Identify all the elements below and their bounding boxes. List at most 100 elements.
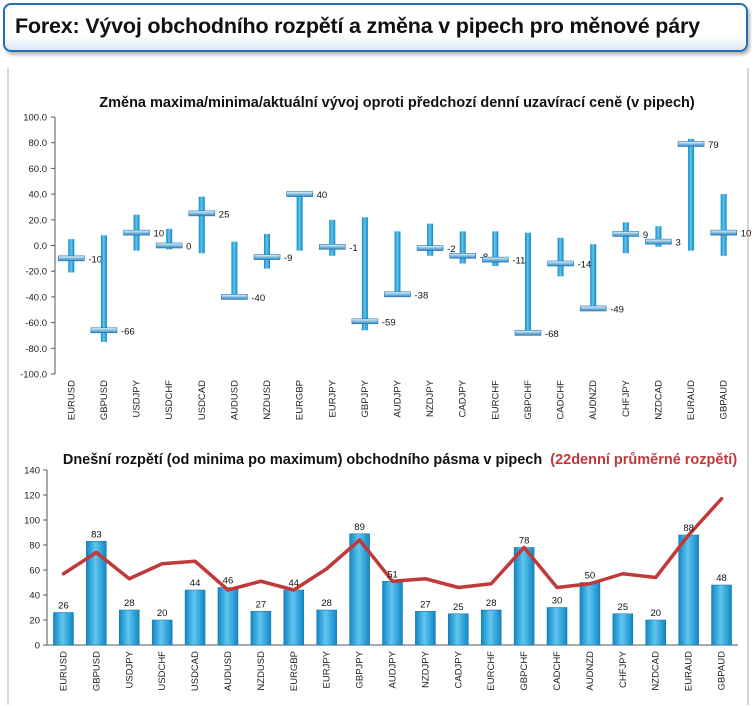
chart1-range-bar: [100, 235, 107, 342]
chart1-data-label: 10: [154, 229, 165, 240]
chart1-data-label: -66: [121, 326, 135, 337]
chart1-y-tick-label: -20.0: [25, 267, 47, 278]
header-banner: Forex: Vývoj obchodního rozpětí a změna …: [3, 3, 748, 52]
chart1-title: Změna maxima/minima/aktuální vývoj oprot…: [99, 95, 695, 111]
chart2-data-label: 44: [288, 578, 299, 589]
chart1-category-label: USDCHF: [164, 380, 175, 420]
chart2-bar: [415, 611, 436, 646]
chart1-range-bar: [524, 232, 531, 336]
chart1-category-label: EURJPY: [327, 379, 338, 417]
chart2-title-group: Dnešní rozpětí (od minima po maximum) ob…: [63, 452, 737, 468]
page-title: Forex: Vývoj obchodního rozpětí a změna …: [15, 14, 700, 38]
chart2-category-label: CADCHF: [552, 651, 563, 691]
chart2-category-label: GBPUSD: [91, 651, 102, 691]
chart2-bar: [645, 619, 666, 646]
chart1-data-label: -1: [349, 243, 357, 254]
chart1-category-label: EURAUD: [686, 380, 697, 420]
chart2-data-label: 89: [354, 522, 365, 533]
chart1-range-bar: [655, 226, 662, 247]
chart1-data-label: -40: [251, 293, 265, 304]
chart1-bars: -10-6610025-40-940-1-59-38-2-8-11-68-14-…: [58, 138, 751, 342]
chart2-bar: [53, 612, 74, 646]
chart2-data-label: 20: [650, 608, 661, 619]
chart1-range-bar: [427, 223, 434, 256]
chart1-y-tick-label: -100.0: [20, 370, 47, 381]
chart2-data-label: 28: [124, 598, 135, 609]
chart2-category-label: AUDUSD: [223, 651, 234, 691]
chart2-category-label: USDCHF: [157, 651, 168, 691]
chart1-range-bar: [166, 228, 173, 250]
chart1-category-label: EURUSD: [66, 380, 77, 420]
chart1-data-label: 9: [643, 230, 648, 241]
chart2-bar: [217, 587, 239, 646]
chart1-current-marker: [188, 210, 216, 217]
chart2-category-label: EURGBP: [289, 651, 300, 691]
chart2-categories: EURUSD GBPUSD USDJPY USDCHF USDCAD AUDUSD NZDU…: [58, 650, 727, 691]
chart1-range-bar: [459, 231, 466, 264]
chart2-category-label: NZDJPY: [420, 650, 431, 688]
chart1-category-label: NZDUSD: [262, 380, 273, 420]
chart2-bar: [86, 541, 107, 646]
chart1-categories: EURUSD GBPUSD USDJPY USDCHF USDCAD AUDUSD NZDU…: [66, 379, 729, 420]
chart2-category-label: NZDUSD: [256, 651, 267, 691]
chart2-category-label: NZDCAD: [651, 651, 662, 691]
chart2-category-label: USDJPY: [124, 650, 135, 688]
chart1-data-label: -59: [382, 317, 396, 328]
frame-left-border: [7, 68, 9, 705]
chart1-current-marker: [710, 229, 737, 236]
daily-range-chart: Dnešní rozpětí (od minima po maximum) ob…: [24, 452, 738, 691]
chart2-data-label: 30: [552, 596, 563, 607]
chart2-bar: [283, 589, 305, 646]
chart1-current-marker: [318, 243, 346, 250]
chart1-range-bar: [329, 219, 336, 256]
chart2-category-label: EURAUD: [684, 651, 695, 691]
chart2-bar: [612, 613, 634, 646]
chart2-data-label: 26: [58, 601, 69, 612]
chart1-y-tick-label: 0.0: [34, 241, 47, 252]
chart2-data-label: 20: [157, 608, 168, 619]
chart1-data-label: 25: [219, 209, 230, 220]
chart1-range-bar: [720, 194, 727, 256]
chart1-current-marker: [286, 191, 313, 197]
chart2-bar: [678, 534, 699, 646]
chart2-data-label: 50: [585, 571, 596, 582]
chart2-category-label: CHFJPY: [618, 650, 629, 688]
chart1-category-label: AUDJPY: [393, 379, 404, 417]
chart2-bars: [53, 533, 732, 646]
chart2-category-label: AUDNZD: [585, 651, 596, 691]
chart1-data-label: -9: [284, 253, 292, 264]
chart2-y-tick-label: 120: [24, 491, 40, 502]
chart2-category-label: EURCHF: [486, 651, 497, 691]
chart1-category-label: USDCAD: [197, 380, 208, 420]
chart2-category-label: CADJPY: [453, 650, 464, 688]
chart2-bar: [382, 581, 403, 646]
chart1-category-label: GBPUSD: [99, 380, 110, 420]
chart2-y-tick-label: 20: [29, 616, 40, 627]
chart1-current-marker: [221, 294, 248, 300]
chart2-title-average: (22denní průměrné rozpětí): [550, 452, 737, 468]
chart1-category-label: GBPAUD: [719, 380, 730, 420]
chart1-data-label: -38: [415, 290, 429, 301]
chart2-category-label: EURJPY: [322, 650, 333, 688]
chart2-bar: [480, 609, 502, 646]
chart2-y-tick-label: 140: [24, 466, 40, 477]
chart2-data-label: 83: [91, 529, 102, 540]
chart2-data-labels: 26 83 28 20 44 46 27 44 28 89 51 27 25 28 78 30 50 25 20 88…: [58, 522, 727, 619]
chart1-y-tick-label: 100.0: [23, 113, 47, 124]
chart1-data-label: 3: [675, 238, 680, 249]
chart1-data-label: -11: [512, 256, 525, 267]
chart1-category-label: AUDNZD: [588, 380, 599, 420]
chart1-data-label: 40: [317, 190, 328, 201]
chart2-bar: [349, 533, 370, 646]
chart1-category-label: USDJPY: [132, 379, 143, 417]
chart2-bar: [250, 611, 272, 646]
chart2-y-tick-label: 0: [35, 641, 40, 652]
chart1-category-label: GBPJPY: [360, 379, 371, 417]
chart2-title: Dnešní rozpětí (od minima po maximum) ob…: [63, 452, 542, 468]
chart1-current-marker: [155, 242, 183, 249]
chart2-data-label: 48: [716, 573, 727, 584]
chart1-y-tick-label: 40.0: [29, 190, 48, 201]
chart2-average-series-line: [61, 497, 724, 592]
chart1-current-marker: [351, 318, 379, 325]
